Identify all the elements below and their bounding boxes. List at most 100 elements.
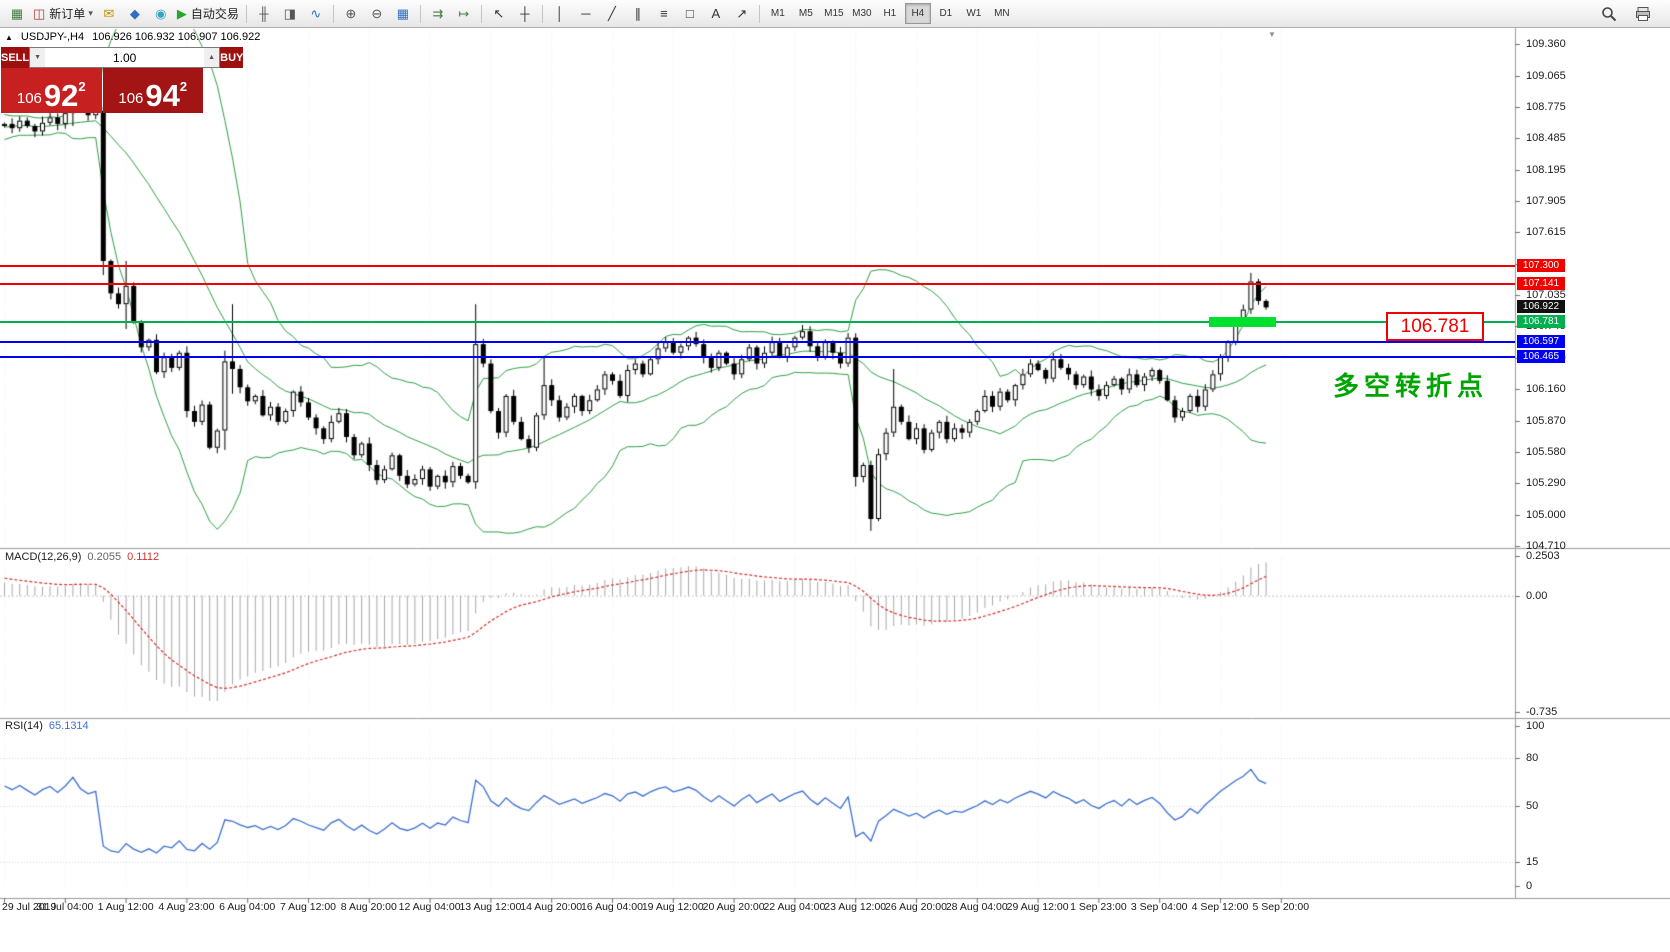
- community-icon[interactable]: ◉: [148, 3, 174, 25]
- trendline-icon[interactable]: ╱: [599, 3, 625, 25]
- chart-shift-icon[interactable]: ↦: [451, 3, 477, 25]
- rsi-axis-tick: 0: [1526, 880, 1533, 892]
- price-tick: 105.870: [1526, 414, 1566, 427]
- price-tick: 107.905: [1526, 195, 1566, 208]
- time-label: 31 Jul 04:00: [36, 901, 94, 913]
- time-label: 23 Aug 12:00: [824, 901, 887, 913]
- rsi-axis-tick: 80: [1526, 752, 1539, 764]
- support-line-106597-badge: 106.597: [1517, 335, 1565, 349]
- timeframe-h4[interactable]: H4: [904, 3, 931, 24]
- autotrading-icon: ▶: [176, 6, 187, 21]
- new-order-icon: ◫: [33, 6, 46, 21]
- timeframe-m5[interactable]: M5: [798, 8, 813, 19]
- price-tick: 108.775: [1526, 101, 1566, 114]
- sell-price-pips: 92: [43, 77, 79, 113]
- market-icon[interactable]: ◆: [122, 3, 148, 25]
- time-label: 16 Aug 04:00: [581, 901, 643, 913]
- zoom-out-icon[interactable]: ⊖: [364, 3, 390, 25]
- time-label: 5 Sep 20:00: [1252, 901, 1310, 913]
- time-label: 20 Aug 20:00: [702, 901, 765, 913]
- print-icon: [1636, 6, 1650, 21]
- toolbar-separator: [480, 4, 482, 23]
- toolbar-separator: [541, 4, 543, 23]
- vertical-line-icon: │: [555, 6, 564, 21]
- resistance-line-107300[interactable]: [0, 265, 1515, 268]
- time-label: 8 Aug 20:00: [340, 901, 397, 913]
- volume-input[interactable]: [45, 48, 205, 67]
- mail-icon[interactable]: ✉: [96, 3, 122, 25]
- buy-button[interactable]: BUY: [220, 47, 244, 68]
- sell-button[interactable]: SELL: [1, 47, 30, 68]
- time-label: 1 Sep 23:00: [1070, 901, 1127, 913]
- rsi-indicator-label: RSI(14) 65.1314: [5, 720, 89, 732]
- highlight-zone[interactable]: [1209, 317, 1277, 328]
- timeframe-mn[interactable]: MN: [994, 8, 1010, 19]
- horizontal-line-icon[interactable]: ─: [573, 3, 599, 25]
- one-click-trading-panel: SELL ▼ ▲ BUY 106 92 2 106 94 2: [1, 47, 244, 113]
- zoom-in-icon: ⊕: [345, 6, 357, 21]
- resistance-line-107141[interactable]: [0, 282, 1515, 285]
- time-label: 29 Jul 2019: [2, 901, 57, 913]
- resistance-line-107300-badge: 107.300: [1517, 259, 1565, 273]
- macd-indicator-label: MACD(12,26,9) 0.2055 0.1112: [5, 551, 160, 563]
- timeframe-m15[interactable]: M15: [824, 8, 844, 19]
- shapes-icon[interactable]: □: [677, 3, 703, 25]
- buy-price-box[interactable]: 106 94 2: [102, 68, 203, 113]
- buy-price-fraction: 2: [179, 79, 188, 94]
- macd-axis-tick: 0.2503: [1526, 550, 1560, 562]
- buy-price-pips: 94: [145, 77, 180, 113]
- fibonacci-icon[interactable]: ≡: [651, 3, 677, 25]
- candlestick-chart-icon[interactable]: ◨: [277, 3, 303, 25]
- price-tick: 104.710: [1526, 540, 1566, 552]
- support-line-106465[interactable]: [0, 355, 1515, 358]
- autotrading-button[interactable]: ▶ 自动交易: [174, 3, 242, 25]
- price-tick: 105.000: [1526, 508, 1566, 521]
- sell-price-fraction: 2: [78, 79, 86, 94]
- text-label-icon[interactable]: A: [703, 3, 729, 25]
- bar-chart-icon: ╫: [259, 6, 269, 21]
- pivot-line-106781-badge: 106.781: [1517, 315, 1565, 329]
- timeframe-h1[interactable]: H1: [883, 8, 897, 19]
- volume-increase-icon[interactable]: ▲: [204, 48, 220, 67]
- sell-price-box[interactable]: 106 92 2: [1, 68, 102, 113]
- price-tick: 105.580: [1526, 446, 1566, 459]
- new-chart-icon[interactable]: ▦: [4, 3, 30, 25]
- tile-windows-icon[interactable]: ▦: [390, 3, 416, 25]
- equidistant-channel-icon[interactable]: ∥: [625, 3, 651, 25]
- timeframe-m1[interactable]: M1: [770, 8, 785, 19]
- collapse-trade-panel-icon[interactable]: ▲: [5, 32, 13, 42]
- auto-scroll-icon[interactable]: ⇉: [425, 3, 451, 25]
- search-icon: [1602, 6, 1617, 21]
- price-callout-box[interactable]: 106.781: [1386, 312, 1484, 341]
- equidistant-channel-icon: ∥: [634, 6, 642, 21]
- pivot-line-106781[interactable]: [0, 321, 1515, 324]
- bar-chart-icon[interactable]: ╫: [251, 3, 277, 25]
- time-label: 14 Aug 20:00: [520, 901, 583, 913]
- time-label: 6 Aug 04:00: [219, 901, 276, 913]
- volume-decrease-icon[interactable]: ▼: [30, 48, 46, 67]
- timeframe-d1[interactable]: D1: [939, 8, 953, 19]
- time-label: 4 Sep 12:00: [1191, 901, 1249, 913]
- resistance-line-107141-badge: 107.141: [1517, 276, 1565, 290]
- cursor-icon[interactable]: ↖: [486, 3, 512, 25]
- timeframe-m30[interactable]: M30: [852, 8, 872, 19]
- rsi-axis-tick: 50: [1526, 800, 1539, 812]
- support-line-106597[interactable]: [0, 341, 1515, 344]
- print-button[interactable]: [1630, 3, 1656, 25]
- timeframe-w1[interactable]: W1: [966, 8, 982, 19]
- line-chart-icon[interactable]: ∿: [303, 3, 329, 25]
- macd-axis-tick: -0.735: [1526, 706, 1558, 718]
- rsi-value: 65.1314: [48, 720, 89, 732]
- vertical-line-icon[interactable]: │: [547, 3, 573, 25]
- zoom-in-icon[interactable]: ⊕: [338, 3, 364, 25]
- new-order-button[interactable]: ◫ 新订单 ▾: [30, 3, 96, 25]
- search-button[interactable]: [1596, 3, 1622, 25]
- market-icon: ◆: [129, 6, 140, 21]
- arrow-object-icon[interactable]: ↗: [729, 3, 755, 25]
- time-label: 19 Aug 12:00: [641, 901, 704, 913]
- toolbar-left: ▦ ◫ 新订单 ▾ ✉ ◆ ◉ ▶ 自动交易 ╫ ◨ ∿ ⊕ ⊖ ▦ ⇉ ↦ ↖ ┼ │ ─ ╱ ∥ ≡ □ A ↗ M1 M5 M15 M…: [4, 0, 1596, 27]
- pivot-annotation-text[interactable]: 多空转折点: [1333, 371, 1489, 401]
- crosshair-icon[interactable]: ┼: [512, 3, 538, 25]
- caret-down-icon: ▾: [88, 8, 93, 18]
